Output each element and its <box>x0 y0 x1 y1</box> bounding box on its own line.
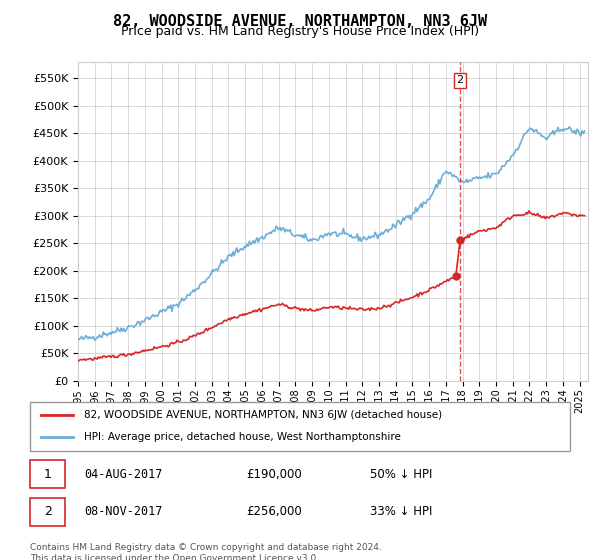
Text: 2: 2 <box>457 76 464 85</box>
Text: 82, WOODSIDE AVENUE, NORTHAMPTON, NN3 6JW: 82, WOODSIDE AVENUE, NORTHAMPTON, NN3 6J… <box>113 14 487 29</box>
FancyBboxPatch shape <box>30 402 570 451</box>
Text: £190,000: £190,000 <box>246 468 302 480</box>
FancyBboxPatch shape <box>30 460 65 488</box>
Text: HPI: Average price, detached house, West Northamptonshire: HPI: Average price, detached house, West… <box>84 432 401 442</box>
Text: 08-NOV-2017: 08-NOV-2017 <box>84 506 163 519</box>
Text: 82, WOODSIDE AVENUE, NORTHAMPTON, NN3 6JW (detached house): 82, WOODSIDE AVENUE, NORTHAMPTON, NN3 6J… <box>84 410 442 421</box>
Text: £256,000: £256,000 <box>246 506 302 519</box>
Text: 1: 1 <box>44 468 52 480</box>
Text: 04-AUG-2017: 04-AUG-2017 <box>84 468 163 480</box>
Text: Contains HM Land Registry data © Crown copyright and database right 2024.
This d: Contains HM Land Registry data © Crown c… <box>30 543 382 560</box>
Text: Price paid vs. HM Land Registry's House Price Index (HPI): Price paid vs. HM Land Registry's House … <box>121 25 479 38</box>
Text: 33% ↓ HPI: 33% ↓ HPI <box>370 506 433 519</box>
Text: 50% ↓ HPI: 50% ↓ HPI <box>370 468 433 480</box>
Text: 2: 2 <box>44 506 52 519</box>
FancyBboxPatch shape <box>30 498 65 526</box>
